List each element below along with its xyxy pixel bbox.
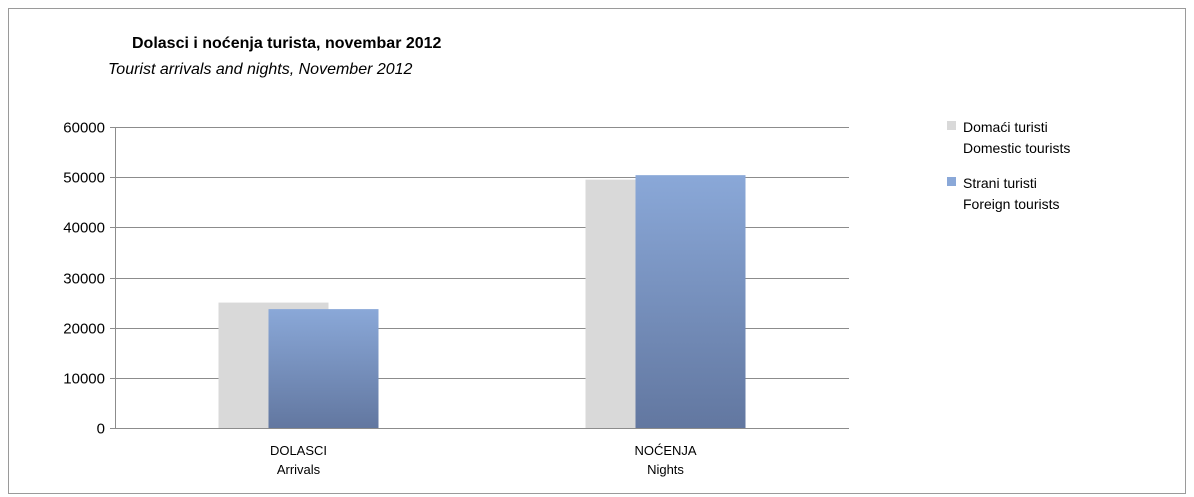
y-tick-label: 50000 [63, 170, 105, 187]
legend-label-domestic-en: Domestic tourists [963, 140, 1071, 156]
y-tick-label: 30000 [63, 271, 105, 288]
legend-item-domestic: Domaći turisti Domestic tourists [945, 117, 1070, 159]
legend-label-foreign: Strani turisti [963, 175, 1037, 191]
legend-item-foreign: Strani turisti Foreign tourists [945, 173, 1070, 215]
bar-foreign [635, 175, 746, 428]
x-tick-label: DOLASCI [270, 443, 327, 458]
y-tick-label: 60000 [63, 120, 105, 137]
y-tick-label: 20000 [63, 321, 105, 338]
legend-label-domestic: Domaći turisti [963, 119, 1048, 135]
x-tick-label-en: Arrivals [277, 462, 321, 477]
x-tick-label: NOĆENJA [634, 443, 696, 458]
legend-label-foreign-en: Foreign tourists [963, 196, 1060, 212]
x-tick-label-en: Nights [647, 462, 684, 477]
y-tick-label: 40000 [63, 220, 105, 237]
bar-foreign [268, 309, 379, 428]
legend-swatch-domestic [947, 121, 956, 130]
chart-subtitle: Tourist arrivals and nights, November 20… [108, 61, 413, 78]
chart-title: Dolasci i noćenja turista, novembar 2012 [132, 35, 442, 52]
legend-swatch-foreign [947, 177, 956, 186]
y-tick-label: 0 [97, 421, 105, 438]
chart-legend: Domaći turisti Domestic tourists Strani … [945, 117, 1070, 229]
y-tick-label: 10000 [63, 371, 105, 388]
